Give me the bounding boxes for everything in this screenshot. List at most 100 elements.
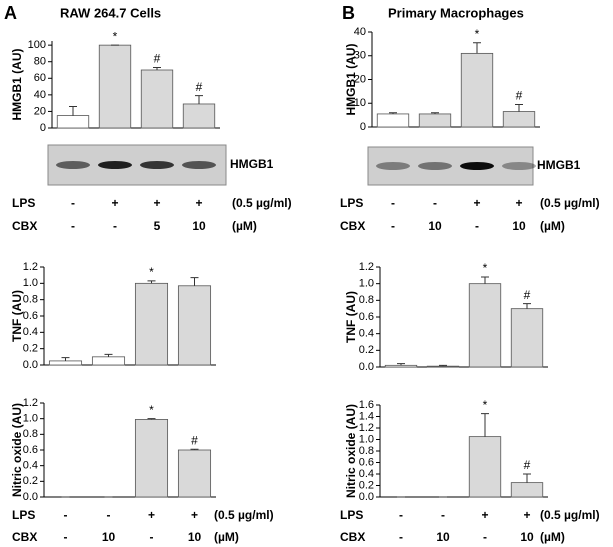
error-bar <box>190 277 199 286</box>
treatment-unit: (µM) <box>232 219 257 233</box>
significance-mark: * <box>149 403 154 417</box>
bar <box>468 283 502 368</box>
bar <box>91 356 126 366</box>
bar <box>98 44 132 129</box>
y-tick-label: 0.0 <box>359 361 374 373</box>
y-tick-label: 60 <box>34 72 46 84</box>
y-tick-label: 1.0 <box>359 433 374 445</box>
panel-label: A <box>4 3 17 23</box>
y-tick-label: 20 <box>34 105 46 117</box>
y-axis-label: Nitric oxide (AU) <box>10 403 24 497</box>
treatment-unit: (0.5 µg/ml) <box>540 196 600 210</box>
y-tick-label: 1.2 <box>359 422 374 434</box>
blot-band <box>56 161 90 169</box>
error-bar <box>147 418 156 420</box>
treatment-unit: (µM) <box>214 530 239 544</box>
treatment-value: - <box>399 508 403 522</box>
bar <box>182 103 216 129</box>
y-axis-label: HMGB1 (AU) <box>10 49 24 121</box>
y-tick-label: 0.6 <box>23 310 38 322</box>
bar <box>468 436 502 498</box>
bar <box>460 52 494 128</box>
y-axis-label: TNF (AU) <box>344 291 358 343</box>
y-tick-label: 1.4 <box>359 410 374 422</box>
bar <box>510 482 544 498</box>
treatment-unit: (0.5 µg/ml) <box>214 508 274 522</box>
treatment-value: - <box>150 530 154 544</box>
treatment-value: - <box>64 508 68 522</box>
significance-mark: * <box>483 261 488 275</box>
treatment-name: LPS <box>12 508 35 522</box>
treatment-value: 10 <box>428 219 442 233</box>
bar <box>48 360 83 366</box>
y-tick-label: 1.2 <box>23 261 38 273</box>
treatment-value: - <box>107 508 111 522</box>
y-tick-label: 1.0 <box>23 277 38 289</box>
treatment-value: 10 <box>192 219 206 233</box>
y-tick-label: 30 <box>354 50 366 62</box>
blot-band <box>460 162 494 170</box>
blot-band <box>418 162 452 170</box>
treatment-name: LPS <box>12 196 35 210</box>
y-tick-label: 0 <box>360 121 366 133</box>
treatment-value: - <box>391 219 395 233</box>
error-bar <box>397 363 405 366</box>
blot-band <box>502 162 536 170</box>
y-tick-label: 0.2 <box>23 343 38 355</box>
y-tick-label: 40 <box>354 26 366 38</box>
treatment-value: - <box>399 530 403 544</box>
treatment-value: - <box>433 196 437 210</box>
error-bar <box>481 276 489 284</box>
treatment-value: - <box>483 530 487 544</box>
bar <box>134 419 169 498</box>
significance-mark: # <box>154 52 161 66</box>
y-tick-label: 0.6 <box>23 444 38 456</box>
y-axis-label: HMGB1 (AU) <box>344 44 358 116</box>
treatment-value: 10 <box>188 530 202 544</box>
y-tick-label: 1.2 <box>23 397 38 409</box>
bar <box>56 115 90 129</box>
panel-label: B <box>342 3 355 23</box>
treatment-value: - <box>391 196 395 210</box>
treatment-value: 10 <box>512 219 526 233</box>
treatment-value: - <box>475 219 479 233</box>
treatment-value: + <box>473 196 480 210</box>
blot-band <box>98 161 132 169</box>
significance-mark: # <box>191 433 198 447</box>
significance-mark: * <box>475 27 480 41</box>
significance-mark: # <box>524 458 531 472</box>
error-bar <box>389 112 397 114</box>
y-tick-label: 0 <box>40 122 46 134</box>
blot <box>367 146 534 186</box>
treatment-name: CBX <box>340 530 365 544</box>
treatment-value: - <box>64 530 68 544</box>
bar <box>502 111 536 128</box>
bar <box>376 113 410 128</box>
treatment-value: - <box>441 508 445 522</box>
y-tick-label: 40 <box>34 89 46 101</box>
bar <box>426 365 460 368</box>
y-tick-label: 0.2 <box>359 479 374 491</box>
panel-title: RAW 264.7 Cells <box>60 5 161 20</box>
significance-mark: * <box>483 398 488 412</box>
treatment-value: 10 <box>436 530 450 544</box>
y-tick-label: 0.6 <box>359 456 374 468</box>
y-axis-label: Nitric oxide (AU) <box>344 404 358 498</box>
y-tick-label: 10 <box>354 97 366 109</box>
treatment-value: + <box>111 196 118 210</box>
blot-band <box>182 161 216 169</box>
treatment-name: CBX <box>12 219 37 233</box>
y-tick-label: 1.0 <box>23 413 38 425</box>
treatment-value: - <box>71 219 75 233</box>
bar <box>177 449 212 498</box>
blot-label: HMGB1 <box>230 157 274 171</box>
treatment-value: + <box>481 508 488 522</box>
bar <box>177 285 212 366</box>
error-bar <box>61 357 70 361</box>
blot-band <box>376 162 410 170</box>
error-bar <box>190 448 199 450</box>
treatment-unit: (µM) <box>540 219 565 233</box>
panel-title: Primary Macrophages <box>388 5 524 20</box>
error-bar <box>195 95 203 104</box>
treatment-name: CBX <box>340 219 365 233</box>
